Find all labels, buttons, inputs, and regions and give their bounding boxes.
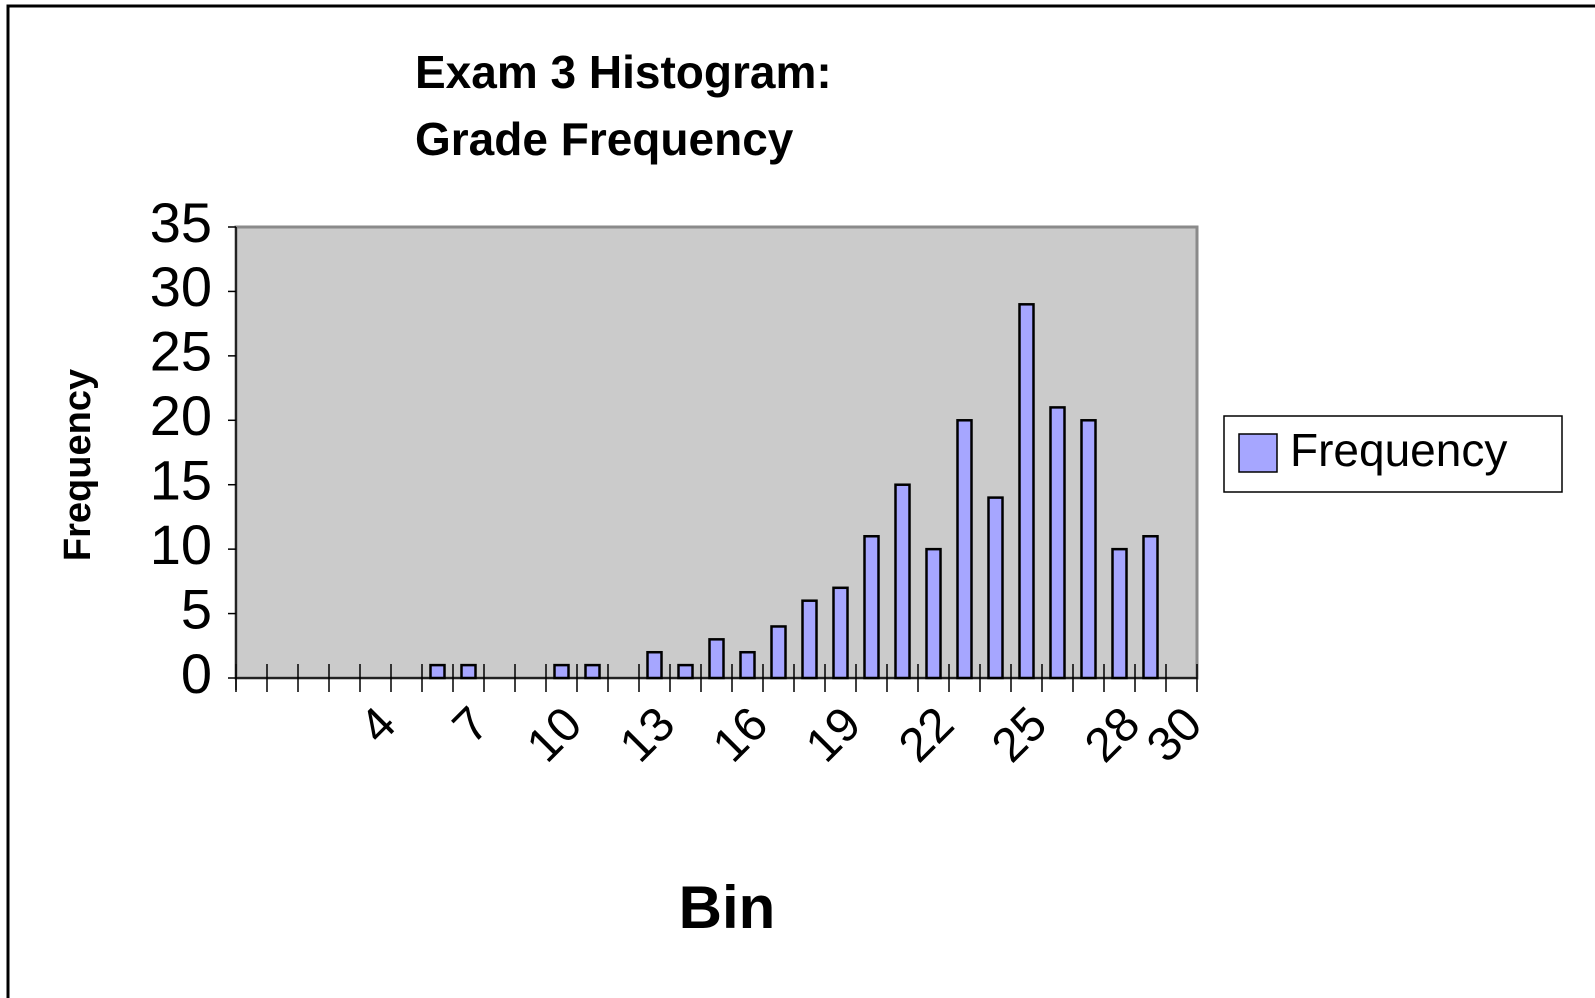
bar [429, 663, 446, 680]
bar [553, 663, 570, 680]
bar [646, 650, 663, 680]
bar [894, 483, 911, 680]
y-tick-label: 20 [150, 384, 212, 447]
bar [1142, 535, 1159, 680]
bar [460, 663, 477, 680]
plot-area [234, 225, 1199, 680]
legend-label: Frequency [1290, 424, 1507, 476]
bar [863, 535, 880, 680]
y-tick-label: 0 [181, 642, 212, 705]
legend-swatch [1238, 433, 1278, 473]
bar [677, 663, 694, 680]
bar [801, 599, 818, 680]
chart-title: Exam 3 Histogram: [415, 46, 832, 98]
y-tick-label: 5 [181, 577, 212, 640]
bar [925, 547, 942, 680]
bar [987, 496, 1004, 680]
y-tick-label: 10 [150, 513, 212, 576]
bar [708, 638, 725, 680]
x-axis-label: Bin [679, 874, 776, 941]
bar [1018, 303, 1035, 680]
bar [832, 586, 849, 680]
y-tick-label: 25 [150, 320, 212, 383]
y-tick-label: 35 [150, 191, 212, 254]
chart-title: Grade Frequency [415, 113, 794, 165]
bar [770, 625, 787, 680]
y-tick-label: 30 [150, 255, 212, 318]
bar [1049, 406, 1066, 680]
y-axis-label: Frequency [57, 369, 99, 561]
bar [1080, 419, 1097, 680]
legend [1223, 415, 1563, 493]
bar [739, 650, 756, 680]
y-tick-label: 15 [150, 449, 212, 512]
bar [1111, 547, 1128, 680]
bar [956, 419, 973, 680]
bar [584, 663, 601, 680]
